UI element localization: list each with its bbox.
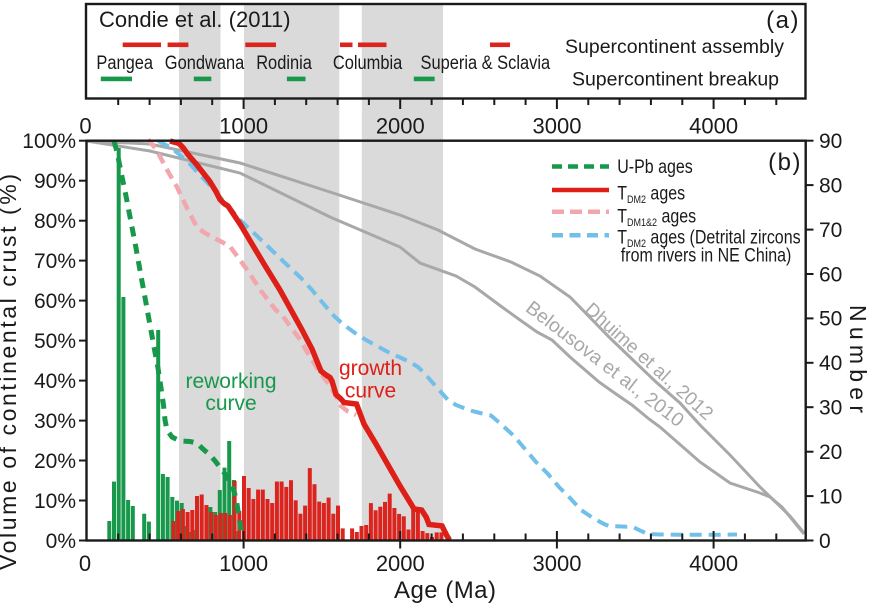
svg-text:from rivers in NE China): from rivers in NE China) <box>621 244 792 266</box>
svg-text:90%: 90% <box>34 170 76 193</box>
svg-text:Columbia: Columbia <box>333 52 402 73</box>
svg-text:curve: curve <box>345 380 396 403</box>
svg-text:70: 70 <box>819 219 842 242</box>
svg-text:40%: 40% <box>34 370 76 393</box>
svg-text:3000: 3000 <box>533 551 582 576</box>
svg-text:(b): (b) <box>768 149 802 176</box>
svg-text:10: 10 <box>819 485 842 508</box>
svg-text:70%: 70% <box>34 250 76 273</box>
svg-text:2000: 2000 <box>376 114 425 139</box>
svg-text:0: 0 <box>79 114 91 139</box>
svg-text:2000: 2000 <box>376 551 425 576</box>
svg-text:growth: growth <box>339 357 402 380</box>
svg-text:Rodinia: Rodinia <box>256 52 312 73</box>
svg-text:80%: 80% <box>34 210 76 233</box>
svg-text:4000: 4000 <box>689 114 738 139</box>
svg-text:40: 40 <box>819 352 842 375</box>
svg-text:Supercontinent assembly: Supercontinent assembly <box>565 36 784 58</box>
svg-text:Number: Number <box>845 305 871 413</box>
svg-text:Age (Ma): Age (Ma) <box>394 577 496 604</box>
svg-text:Condie et al. (2011): Condie et al. (2011) <box>99 7 291 32</box>
svg-text:(a): (a) <box>766 7 800 34</box>
svg-text:30%: 30% <box>34 410 76 433</box>
svg-text:U-Pb ages: U-Pb ages <box>617 156 693 178</box>
svg-text:0%: 0% <box>46 530 76 553</box>
svg-text:reworking: reworking <box>185 370 276 393</box>
svg-text:80: 80 <box>819 174 842 197</box>
svg-text:TDM2 ages: TDM2 ages <box>617 182 685 206</box>
svg-text:1000: 1000 <box>219 551 268 576</box>
svg-text:50: 50 <box>819 308 842 331</box>
svg-text:50%: 50% <box>34 330 76 353</box>
svg-text:30: 30 <box>819 397 842 420</box>
svg-text:100%: 100% <box>22 130 76 153</box>
svg-text:4000: 4000 <box>689 551 738 576</box>
svg-text:90: 90 <box>819 130 842 153</box>
svg-text:Volume of continental crust (%: Volume of continental crust (%) <box>0 174 21 570</box>
svg-text:0: 0 <box>79 551 91 576</box>
svg-text:20%: 20% <box>34 450 76 473</box>
svg-text:TDM2 ages (Detrital zircons: TDM2 ages (Detrital zircons <box>617 226 800 250</box>
svg-text:Pangea: Pangea <box>96 52 153 73</box>
svg-text:Superia & Sclavia: Superia & Sclavia <box>421 52 551 73</box>
svg-text:curve: curve <box>205 392 256 415</box>
svg-text:3000: 3000 <box>533 114 582 139</box>
svg-text:20: 20 <box>819 441 842 464</box>
svg-text:Supercontinent breakup: Supercontinent breakup <box>572 69 779 91</box>
svg-text:0: 0 <box>819 530 831 553</box>
svg-text:60%: 60% <box>34 290 76 313</box>
svg-text:Gondwana: Gondwana <box>165 52 245 73</box>
svg-text:1000: 1000 <box>219 114 268 139</box>
svg-text:10%: 10% <box>34 490 76 513</box>
svg-text:60: 60 <box>819 263 842 286</box>
